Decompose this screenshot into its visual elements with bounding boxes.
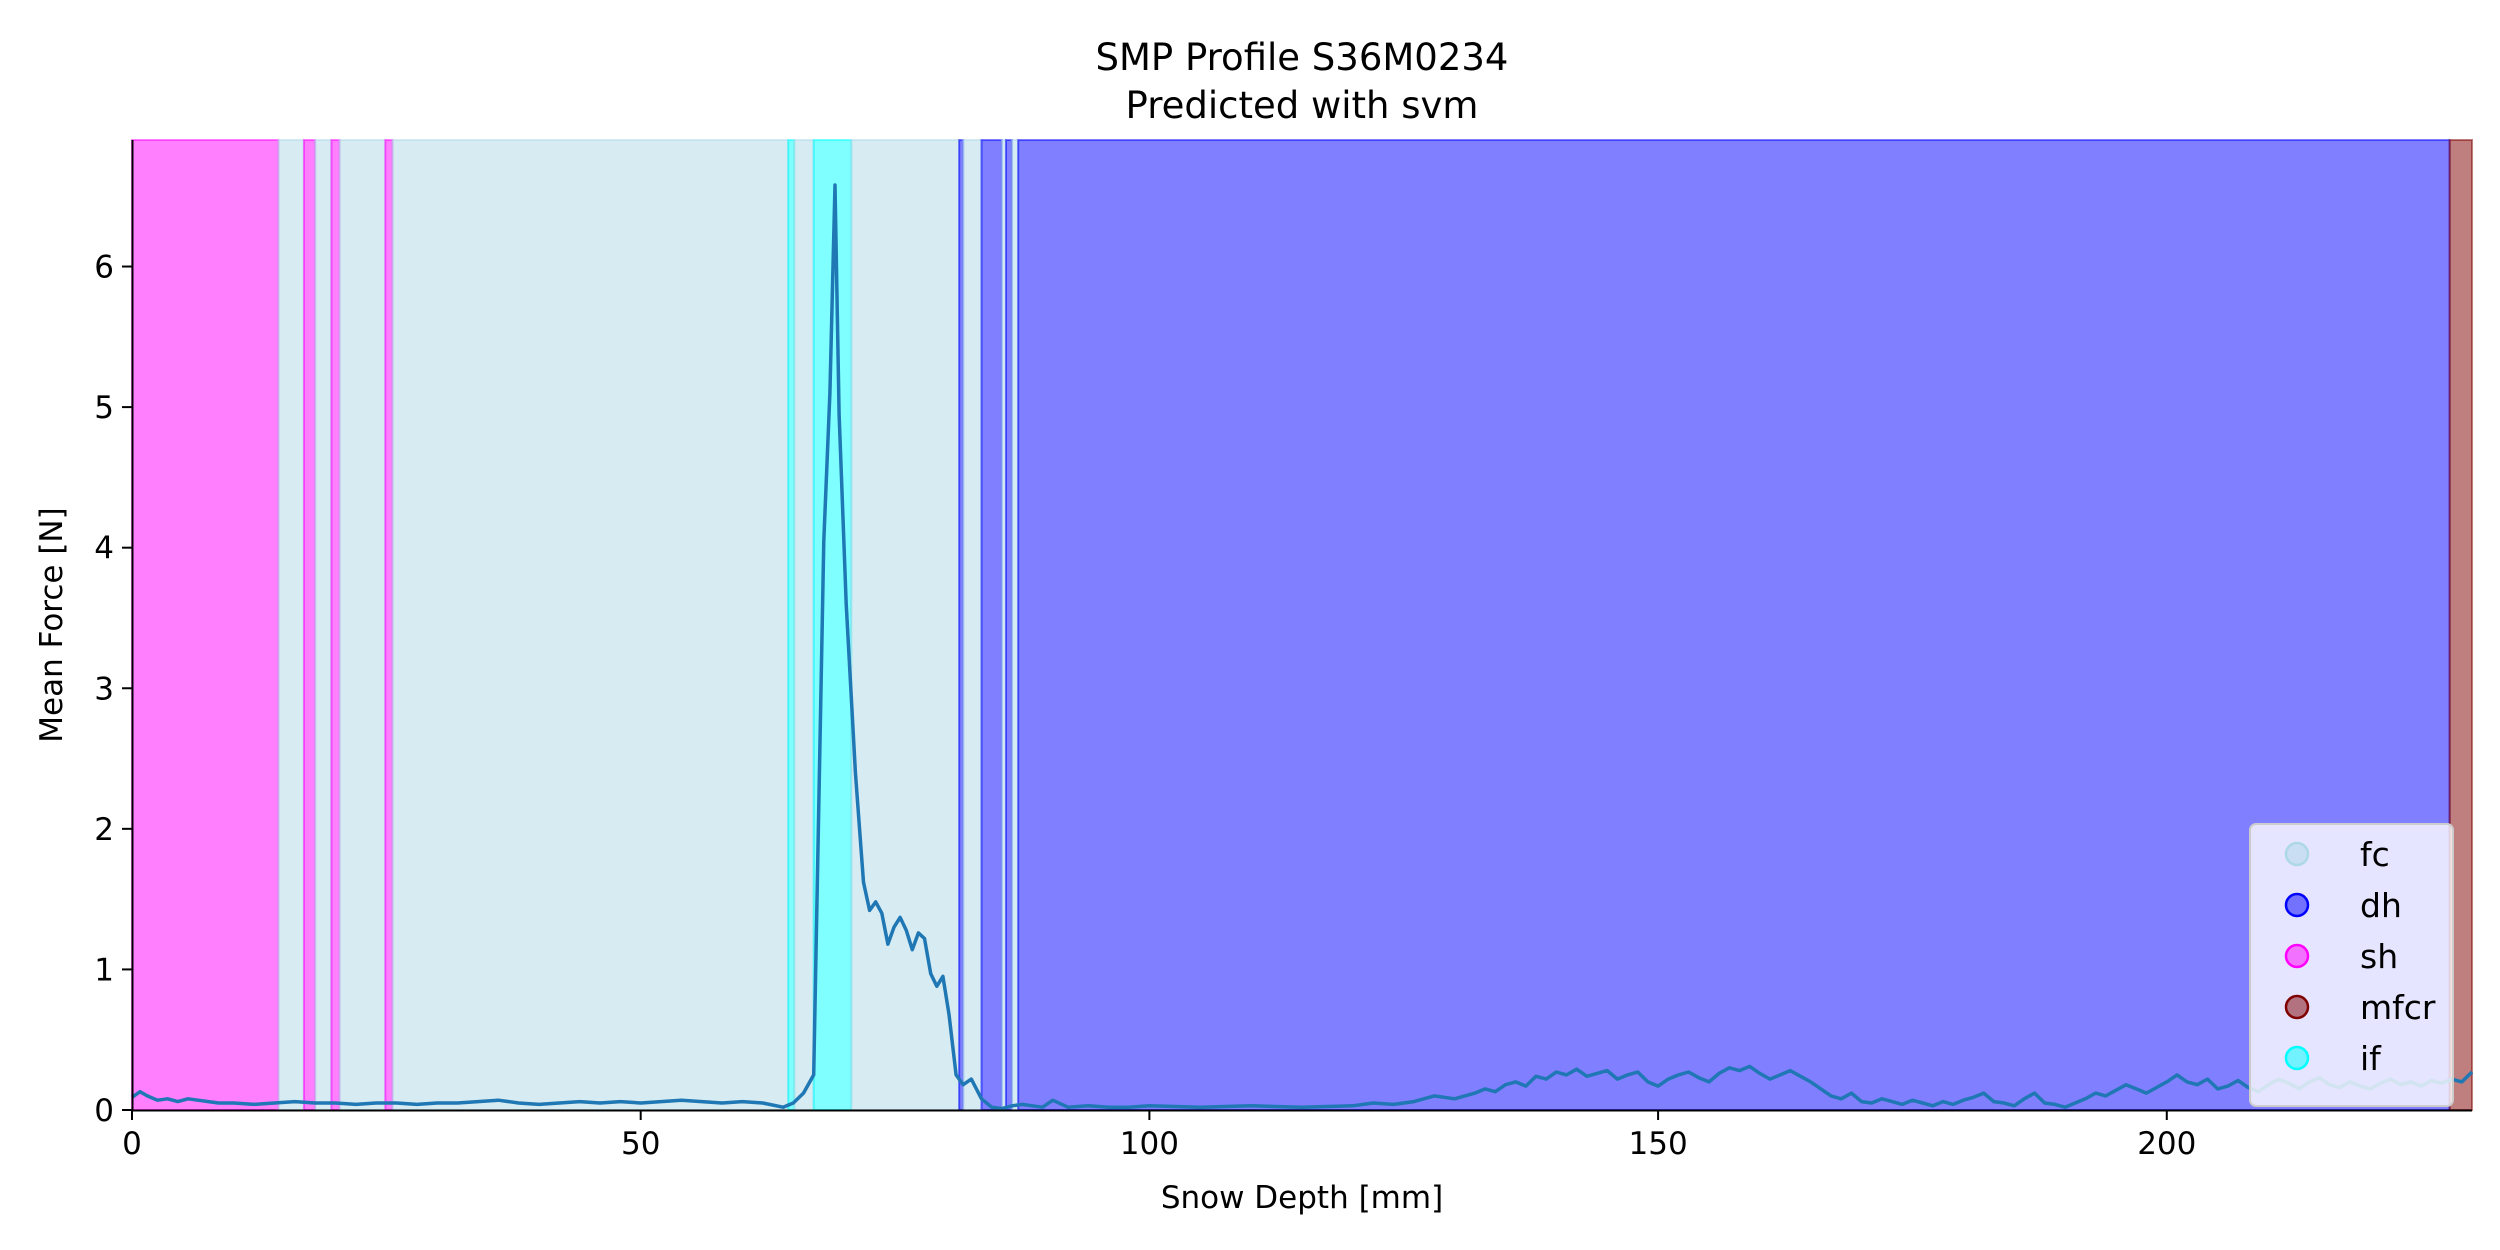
y-tick-label-5: 5: [94, 390, 114, 426]
region-fc-3: [314, 139, 333, 1111]
x-axis-label: Snow Depth [mm]: [1161, 1180, 1443, 1216]
region-dh-18: [1017, 139, 2451, 1111]
region-fc-13: [962, 139, 983, 1111]
x-tick-label-200: 200: [2137, 1126, 2196, 1162]
region-fc-5: [338, 139, 387, 1111]
region-sh-2: [302, 139, 317, 1111]
y-axis-label: Mean Force [N]: [34, 507, 70, 742]
legend-marker-fc: [2284, 841, 2310, 867]
legend-marker-dh: [2284, 892, 2310, 918]
legend-label-dh: dh: [2360, 886, 2402, 925]
region-sh-6: [384, 139, 394, 1111]
y-tick-label-3: 3: [94, 671, 114, 707]
legend-marker-sh: [2284, 943, 2310, 969]
y-tick-label-4: 4: [94, 531, 114, 567]
y-tick-label-1: 1: [94, 952, 114, 988]
x-tick-label-50: 50: [621, 1126, 660, 1162]
region-fc-1: [277, 139, 305, 1111]
legend-label-sh: sh: [2360, 937, 2398, 976]
legend-label-if: if: [2360, 1039, 2382, 1078]
region-dh-14: [980, 139, 1003, 1111]
region-sh-4: [330, 139, 341, 1111]
legend-label-mfcr: mfcr: [2360, 988, 2436, 1027]
x-tick-label-150: 150: [1629, 1126, 1688, 1162]
y-tick-label-6: 6: [94, 250, 114, 286]
region-fc-7: [391, 139, 790, 1111]
region-fc-11: [850, 139, 961, 1111]
legend: fc dh sh mfcr if: [2249, 823, 2454, 1107]
region-fc-9: [793, 139, 815, 1111]
y-tick-label-2: 2: [94, 812, 114, 848]
x-tick-label-0: 0: [122, 1126, 142, 1162]
x-tick-label-100: 100: [1120, 1126, 1179, 1162]
axes: [131, 140, 2472, 1112]
y-tick-label-0: 0: [94, 1093, 114, 1129]
y-ticks: 0 1 2 3 4 5 6: [94, 250, 132, 1129]
x-ticks: 0 50 100 150 200: [122, 1110, 2196, 1162]
chart-subtitle: Predicted with svm: [1126, 84, 1479, 127]
legend-marker-mfcr: [2284, 994, 2310, 1020]
legend-box: [2249, 823, 2454, 1107]
region-sh-0: [131, 139, 280, 1111]
legend-marker-if: [2284, 1045, 2310, 1071]
force-line-0: [131, 183, 2474, 1111]
force-line-layer: [131, 183, 2474, 1111]
class-regions: [131, 139, 2474, 1111]
legend-label-fc: fc: [2360, 835, 2390, 874]
chart-title: SMP Profile S36M0234: [1096, 36, 1509, 79]
